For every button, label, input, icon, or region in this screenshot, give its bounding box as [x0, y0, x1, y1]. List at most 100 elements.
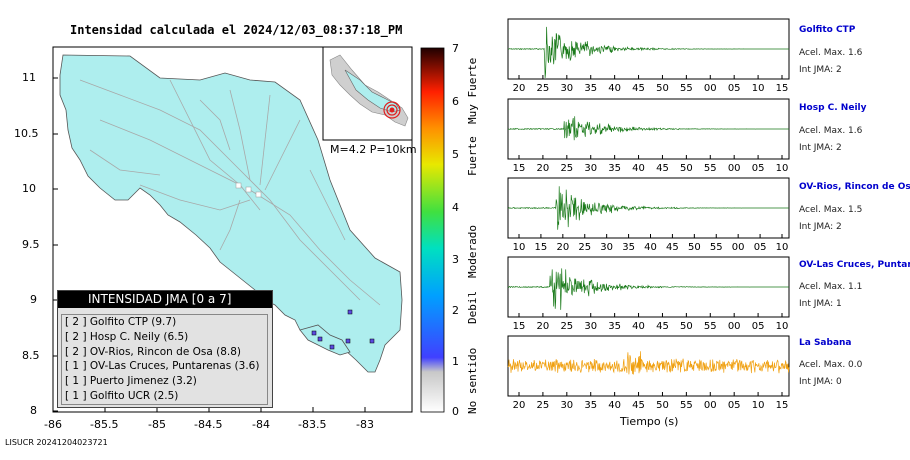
station-intensity: Int JMA: 2 [799, 222, 842, 232]
time-tick-label: 55 [710, 242, 723, 253]
footer-id: LISUCR 20241204023721 [5, 438, 108, 447]
station-accel: Acel. Max. 1.5 [799, 205, 863, 215]
map-title: Intensidad calculada el 2024/12/03_08:37… [70, 23, 403, 37]
time-tick-label: 20 [513, 400, 526, 411]
epicenter-icon [383, 101, 401, 119]
time-tick-label: 05 [728, 400, 741, 411]
time-tick-label: 25 [560, 321, 573, 332]
lat-tick: 11 [22, 71, 36, 84]
time-tick-label: 00 [728, 321, 741, 332]
lon-tick: -85.5 [90, 418, 119, 431]
time-tick-label: 25 [537, 83, 550, 94]
lon-tick: -86 [44, 418, 62, 431]
time-tick-label: 50 [656, 83, 669, 94]
time-tick-label: 35 [608, 321, 621, 332]
station-name: Hosp C. Neily [799, 103, 867, 113]
time-tick-label: 20 [513, 83, 526, 94]
legend-item: [ 2 ] Golfito CTP (9.7) [65, 316, 177, 328]
time-tick-label: 20 [537, 321, 550, 332]
waveform-trace [507, 351, 790, 375]
time-tick-label: 25 [560, 163, 573, 174]
legend-title: INTENSIDAD JMA [0 a 7] [58, 291, 272, 308]
scale-tick: 1 [452, 355, 459, 368]
time-tick-label: 50 [680, 321, 693, 332]
time-tick-label: 10 [776, 163, 789, 174]
time-tick-label: 15 [535, 242, 548, 253]
station-intensity: Int JMA: 0 [799, 377, 842, 387]
lat-axis [53, 77, 58, 412]
scale-tick: 4 [452, 201, 459, 214]
waveform-trace [508, 26, 789, 79]
time-tick-label: 05 [754, 242, 767, 253]
time-tick-label: 10 [776, 321, 789, 332]
lat-tick: 8 [30, 404, 37, 417]
station-markers [235, 182, 375, 350]
scale-tick: 2 [452, 304, 459, 317]
inset-magnitude-label: M=4.2 P=10km [330, 143, 417, 156]
time-tick-label: 25 [537, 400, 550, 411]
scale-tick: 3 [452, 253, 459, 266]
scale-tick: 7 [452, 42, 459, 55]
time-tick-label: 00 [728, 163, 741, 174]
intensity-legend: INTENSIDAD JMA [0 a 7] [ 2 ] Golfito CTP… [57, 290, 273, 408]
station-name: Golfito CTP [799, 25, 856, 35]
time-tick-label: 45 [656, 321, 669, 332]
lon-tick: -83 [356, 418, 374, 431]
time-tick-label: 10 [752, 83, 765, 94]
time-tick-label: 15 [776, 400, 789, 411]
time-axis-label: Tiempo (s) [620, 415, 679, 428]
time-tick-label: 15 [513, 163, 526, 174]
lon-tick: -84 [252, 418, 270, 431]
time-tick-label: 20 [537, 163, 550, 174]
station-name: La Sabana [799, 338, 852, 348]
station-name: OV-Rios, Rincon de Os [799, 182, 910, 192]
time-tick-label: 20 [556, 242, 569, 253]
station-intensity: Int JMA: 2 [799, 143, 842, 153]
time-tick-label: 40 [608, 400, 621, 411]
time-tick-label: 00 [732, 242, 745, 253]
time-tick-label: 40 [608, 83, 621, 94]
time-tick-label: 35 [608, 163, 621, 174]
time-tick-label: 50 [688, 242, 701, 253]
time-tick-label: 40 [644, 242, 657, 253]
time-tick-label: 45 [632, 400, 645, 411]
time-tick-label: 00 [704, 400, 717, 411]
legend-item: [ 2 ] Hosp C. Neily (6.5) [65, 330, 189, 343]
lat-tick: 10 [22, 182, 36, 195]
time-tick-label: 05 [728, 83, 741, 94]
time-tick-label: 30 [560, 83, 573, 94]
station-name: OV-Las Cruces, Puntar [799, 260, 910, 270]
lon-tick: -84.5 [194, 418, 223, 431]
legend-item: [ 1 ] Golfito UCR (2.5) [65, 389, 179, 402]
legend-list: [ 2 ] Golfito CTP (9.7) [ 2 ] Hosp C. Ne… [61, 314, 268, 405]
legend-item: [ 1 ] Puerto Jimenez (3.2) [65, 375, 197, 388]
time-tick-label: 30 [600, 242, 613, 253]
time-tick-label: 55 [704, 321, 717, 332]
station-intensity: Int JMA: 2 [799, 65, 842, 75]
station-accel: Acel. Max. 1.6 [799, 48, 863, 58]
station-accel: Acel. Max. 0.0 [799, 360, 863, 370]
time-tick-label: 15 [776, 83, 789, 94]
time-tick-label: 40 [632, 163, 645, 174]
lat-tick: 10.5 [14, 127, 39, 140]
scale-tick: 6 [452, 95, 459, 108]
time-tick-label: 00 [704, 83, 717, 94]
inset-map [322, 46, 413, 141]
time-tick-label: 10 [752, 400, 765, 411]
lat-tick: 9.5 [22, 238, 40, 251]
lon-tick: -83.5 [298, 418, 327, 431]
time-tick-label: 50 [680, 163, 693, 174]
time-tick-label: 10 [513, 242, 526, 253]
lon-tick: -85 [148, 418, 166, 431]
station-intensity: Int JMA: 1 [799, 299, 842, 309]
roads-layer [79, 79, 381, 306]
time-tick-label: 40 [632, 321, 645, 332]
legend-item: [ 2 ] OV-Rios, Rincon de Osa (8.8) [65, 345, 242, 358]
time-tick-label: 45 [656, 163, 669, 174]
time-tick-label: 35 [584, 400, 597, 411]
scale-tick: 5 [452, 148, 459, 161]
time-tick-label: 35 [584, 83, 597, 94]
station-accel: Acel. Max. 1.6 [799, 126, 863, 136]
time-tick-label: 15 [513, 321, 526, 332]
